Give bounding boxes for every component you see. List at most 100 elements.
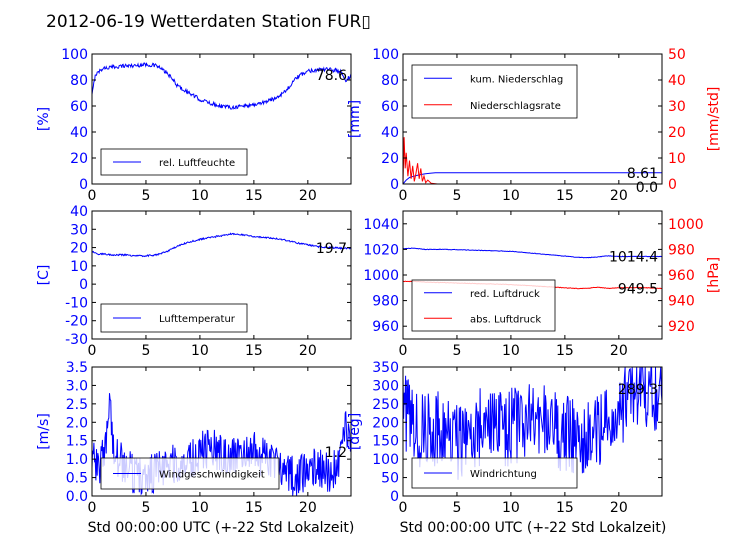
y-tick-label: 0	[390, 489, 399, 505]
y-tick-label: 250	[372, 397, 399, 413]
y-tick-label: 20	[381, 151, 399, 167]
x-tick-label: 0	[88, 188, 97, 204]
y2-axis-label: [hPa]	[706, 257, 722, 293]
panel-4: 0 5 10 15 20 960 980 1000 1020 1040 920 940 960 980 10…	[363, 210, 722, 359]
y-tick-label: -10	[65, 295, 88, 311]
y-tick-label: 30	[70, 222, 88, 238]
x-tick-label: 0	[399, 188, 408, 204]
last-value-label: 8.61	[627, 166, 658, 182]
panel-5: 0 5 10 15 20 0.0 0.5 1.0 1.5 2.0 2.5 3.0 3.5 [m/s] 1.2…	[36, 360, 352, 516]
y-tick-label: -20	[65, 314, 88, 330]
last-value-label-2: 0.0	[636, 180, 658, 196]
legend-label: abs. Luftdruck	[470, 314, 541, 325]
x-tick-label: 10	[191, 500, 209, 516]
y-tick-label: 1.0	[66, 452, 88, 468]
y2-tick-label: 1000	[668, 217, 704, 233]
y2-axis-label: [mm/std]	[706, 87, 722, 152]
x-tick-label: 20	[299, 343, 317, 359]
x-axis-label-right: Std 00:00:00 UTC (+-22 Std Lokalzeit)	[400, 520, 667, 536]
legend-label: Windrichtung	[470, 469, 537, 480]
series-line-2-2	[402, 137, 662, 185]
x-tick-label: 20	[610, 188, 628, 204]
y-tick-label: 40	[70, 125, 88, 141]
y-tick-label: 80	[381, 73, 399, 89]
x-tick-label: 10	[191, 343, 209, 359]
y-tick-label: 20	[70, 241, 88, 257]
y-tick-label: 0.0	[66, 489, 88, 505]
y-tick-label: 350	[372, 360, 399, 376]
y-tick-label: 100	[372, 452, 399, 468]
y-tick-label: 1000	[363, 268, 399, 284]
last-value-label: 78.6	[316, 68, 347, 84]
x-tick-label: 20	[299, 500, 317, 516]
panel-1: 0 5 10 15 20 0 20 40 60 80 100 [%] 78.6 rel. Luftfeuc…	[36, 47, 352, 204]
legend-label: Lufttemperatur	[159, 314, 236, 325]
x-tick-label: 15	[556, 343, 574, 359]
x-tick-label: 0	[88, 343, 97, 359]
legend-box	[411, 64, 578, 119]
x-tick-label: 0	[399, 500, 408, 516]
figure-title: 2012-06-19 Wetterdaten Station FUR▯	[46, 12, 371, 32]
series-line-6-1	[402, 366, 663, 480]
x-tick-label: 5	[452, 500, 461, 516]
x-tick-label: 15	[245, 343, 263, 359]
y2-tick-label: 920	[668, 319, 695, 335]
y-tick-label: 0	[79, 277, 88, 293]
series-line-3-1	[91, 232, 352, 258]
y-axis-label: [mm]	[347, 100, 363, 138]
y-tick-label: 1.5	[66, 434, 88, 450]
y-tick-label: 1040	[363, 217, 399, 233]
y-tick-label: 300	[372, 378, 399, 394]
y-tick-label: 3.5	[66, 360, 88, 376]
y2-tick-label: 960	[668, 268, 695, 284]
x-tick-label: 20	[299, 188, 317, 204]
plot-frame-2	[402, 53, 663, 185]
x-tick-label: 5	[141, 188, 150, 204]
y-tick-label: 2.0	[66, 415, 88, 431]
x-tick-label: 15	[556, 188, 574, 204]
x-tick-label: 10	[502, 500, 520, 516]
x-tick-label: 10	[502, 188, 520, 204]
series-line-4-1	[402, 247, 663, 259]
x-tick-label: 15	[245, 500, 263, 516]
y-tick-label: 60	[381, 99, 399, 115]
plot-frame-3	[91, 210, 352, 340]
y-axis-label: [m/s]	[36, 413, 52, 450]
y2-tick-label: 0	[668, 177, 677, 193]
y-tick-label: 60	[70, 99, 88, 115]
y-tick-label: 0	[79, 177, 88, 193]
y-tick-label: 10	[70, 259, 88, 275]
panel-3: 0 5 10 15 20 -30 -20 -10 0 10 20 30 40 [C] 19.7 Lufttem…	[36, 204, 352, 359]
y-tick-label: 80	[70, 73, 88, 89]
y-axis-label: [C]	[36, 265, 52, 286]
y-tick-label: 20	[70, 151, 88, 167]
y-tick-label: -30	[65, 332, 88, 348]
y-tick-label: 100	[372, 47, 399, 63]
legend-label: rel. Luftfeuchte	[159, 158, 235, 169]
last-value-label-2: 949.5	[618, 281, 658, 297]
legend-box	[411, 279, 556, 332]
y-tick-label: 40	[381, 125, 399, 141]
y2-tick-label: 20	[668, 125, 686, 141]
plot-frame-5	[91, 366, 352, 497]
x-tick-label: 20	[610, 343, 628, 359]
y-tick-label: 2.5	[66, 397, 88, 413]
x-tick-label: 20	[610, 500, 628, 516]
x-tick-label: 5	[452, 188, 461, 204]
last-value-label: 1.2	[325, 445, 347, 461]
series-line-1-1	[91, 62, 352, 110]
y-axis-label: [deg]	[347, 413, 363, 450]
plot-frame-6	[402, 366, 663, 497]
x-axis-label-left: Std 00:00:00 UTC (+-22 Std Lokalzeit)	[88, 520, 355, 536]
last-value-label: 19.7	[316, 241, 347, 257]
legend-label: kum. Niederschlag	[470, 74, 563, 85]
x-tick-label: 15	[556, 500, 574, 516]
last-value-label: 1014.4	[609, 250, 658, 266]
x-tick-label: 5	[452, 343, 461, 359]
y2-tick-label: 30	[668, 99, 686, 115]
x-tick-label: 10	[502, 343, 520, 359]
legend-label: Niederschlagsrate	[470, 101, 561, 112]
y-tick-label: 40	[70, 204, 88, 220]
y2-tick-label: 10	[668, 151, 686, 167]
x-tick-label: 15	[245, 188, 263, 204]
